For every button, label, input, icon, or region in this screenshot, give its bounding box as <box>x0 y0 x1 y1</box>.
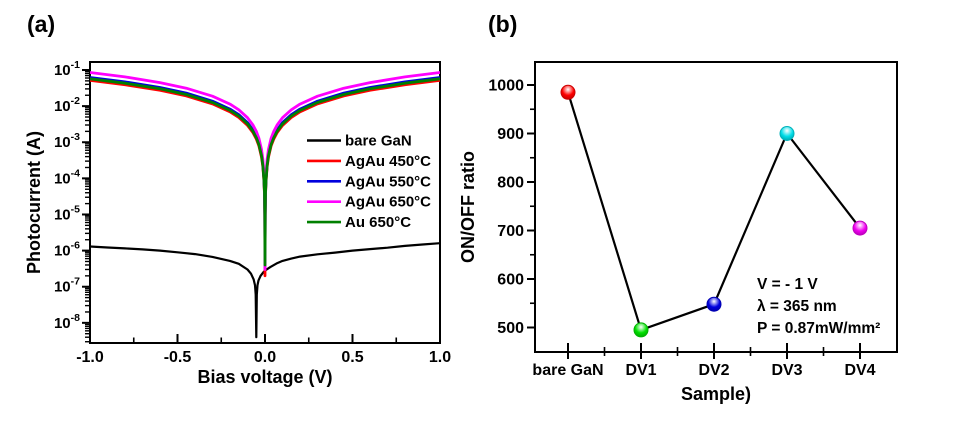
plot-a-y-tick-label: 10-6 <box>54 240 80 260</box>
plot-a-y-tick-label: 10-7 <box>54 276 80 296</box>
legend-item-agau-550-c: AgAu 550°C <box>307 173 431 190</box>
plot-b-x-tick-label-bare-gan: bare GaN <box>532 362 603 379</box>
legend-item-bare-gan: bare GaN <box>307 133 412 150</box>
plot-a-y-tick-label: 10-5 <box>54 203 80 223</box>
plot-b-y-tick-label: 600 <box>497 272 524 289</box>
plot-b-y-tick-label: 700 <box>497 223 524 240</box>
annotation-line-3: P = 0.87mW/mm² <box>757 320 880 337</box>
data-point-dv3 <box>779 126 795 141</box>
legend-label-agau-450-c: AgAu 450°C <box>345 153 431 170</box>
plot-a-frame <box>89 61 441 344</box>
plot-b-x-tick-label-dv1: DV1 <box>625 362 656 379</box>
legend-label-bare-gan: bare GaN <box>345 133 412 150</box>
plot-a-x-tick-label: 0.0 <box>254 349 276 366</box>
legend-label-au-650-c: Au 650°C <box>345 214 411 231</box>
plot-a-x-axis-label: Bias voltage (V) <box>197 367 332 387</box>
annotation-line-2: λ = 365 nm <box>757 298 837 315</box>
data-point-dv2 <box>706 296 722 312</box>
legend-label-agau-650-c: AgAu 650°C <box>345 194 431 211</box>
data-point-dv1 <box>633 322 649 338</box>
plot-a-y-axis-label: Photocurrent (A) <box>24 131 44 274</box>
plot-b-x-tick-label-dv3: DV3 <box>771 362 802 379</box>
legend-item-au-650-c: Au 650°C <box>307 214 411 231</box>
plot-a-x-tick-label: 1.0 <box>429 349 451 366</box>
annotation-line-1: V = - 1 V <box>757 276 818 293</box>
plot-b-x-tick-label-dv2: DV2 <box>698 362 729 379</box>
series-curve-bare-gan <box>90 242 440 339</box>
plot-a-y-tick-label: 10-4 <box>54 167 80 187</box>
plot-b-y-tick-label: 1000 <box>488 78 524 95</box>
series-curve-agau-650-c <box>90 71 440 271</box>
plot-b-y-tick-label: 900 <box>497 126 524 143</box>
plot-b-y-axis-label: ON/OFF ratio <box>458 151 478 263</box>
plot-a-x-tick-label: -0.5 <box>164 349 192 366</box>
data-point-bare-gan <box>560 84 576 100</box>
plot-a-x-tick-label: -1.0 <box>76 349 104 366</box>
plot-a-y-tick-label: 10-8 <box>54 312 80 332</box>
data-point-dv4 <box>852 220 868 236</box>
plot-a-y-tick-label: 10-2 <box>54 95 80 115</box>
series-curve-au-650-c <box>90 77 440 267</box>
legend-item-agau-650-c: AgAu 650°C <box>307 194 431 211</box>
plot-b-y-tick-label: 800 <box>497 175 524 192</box>
legend-label-agau-550-c: AgAu 550°C <box>345 173 431 190</box>
plot-b-x-axis-label: Sample) <box>681 384 751 404</box>
onoff-connector-line <box>566 91 861 332</box>
plot-a-y-tick-label: 10-1 <box>54 59 80 79</box>
plot-a-x-tick-label: 0.5 <box>341 349 363 366</box>
plot-a-y-tick-label: 10-3 <box>54 131 80 151</box>
panel-b-label: (b) <box>488 11 518 37</box>
plot-b-x-tick-label-dv4: DV4 <box>844 362 875 379</box>
legend-item-agau-450-c: AgAu 450°C <box>307 153 431 170</box>
plot-b-y-tick-label: 500 <box>497 320 524 337</box>
panel-a-label: (a) <box>27 11 56 37</box>
